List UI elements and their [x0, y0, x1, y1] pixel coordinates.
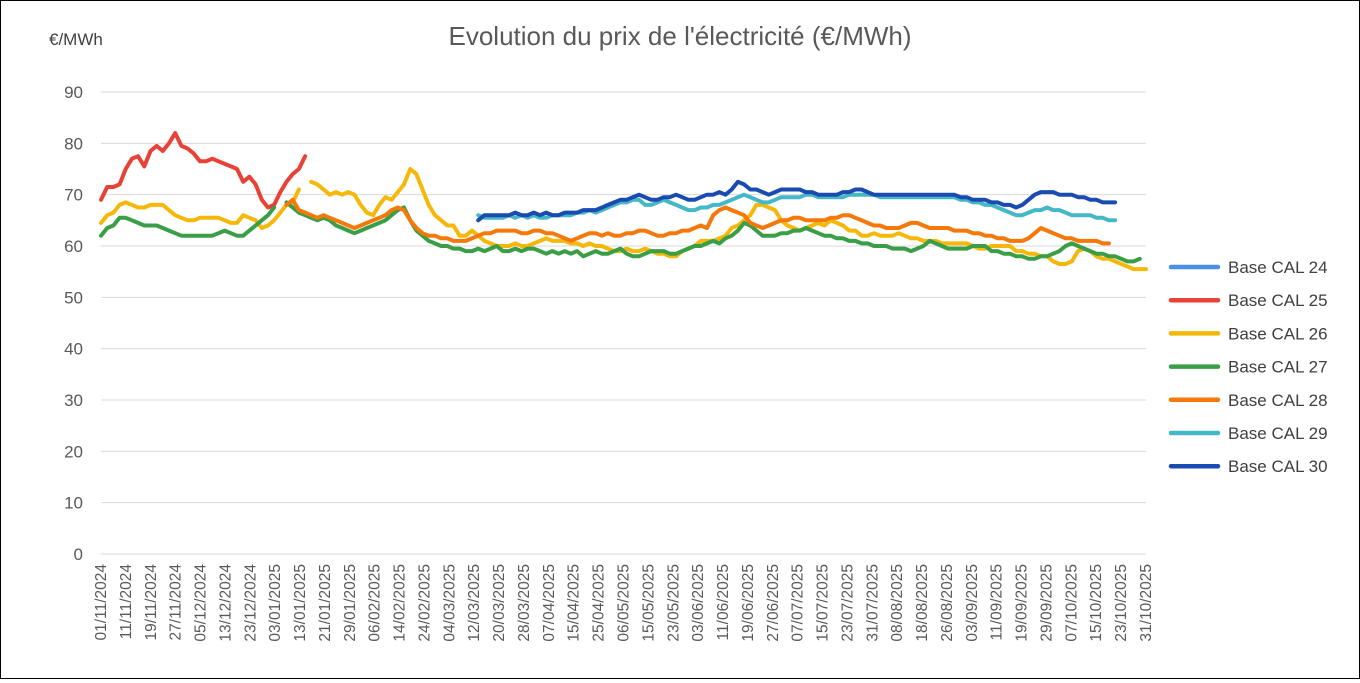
x-tick-label: 03/01/2025 — [267, 564, 284, 642]
x-tick-label: 15/05/2025 — [640, 564, 657, 642]
legend-entry: Base CAL 24 — [1228, 258, 1328, 277]
x-tick-label: 28/03/2025 — [516, 564, 533, 642]
x-tick-label: 12/03/2025 — [466, 564, 483, 642]
x-tick-label: 29/09/2025 — [1038, 564, 1055, 642]
gridlines — [101, 91, 1146, 555]
x-tick-label: 04/03/2025 — [441, 564, 458, 642]
chart-title: Evolution du prix de l'électricité (€/MW… — [448, 21, 911, 51]
x-tick-label: 27/11/2024 — [168, 564, 185, 641]
x-tick-label: 21/01/2025 — [317, 564, 334, 642]
x-tick-label: 13/12/2024 — [217, 564, 234, 642]
series-line-base-cal-30 — [476, 179, 1118, 223]
y-tick-label: 60 — [64, 237, 83, 256]
series-line-base-cal-27 — [99, 200, 1142, 264]
x-tick-label: 05/12/2024 — [193, 564, 210, 642]
x-tick-label: 13/01/2025 — [292, 564, 309, 642]
x-tick-label: 07/04/2025 — [541, 564, 558, 642]
x-tick-label: 25/04/2025 — [591, 564, 608, 642]
y-tick-label: 0 — [74, 545, 83, 564]
x-tick-label: 15/04/2025 — [566, 564, 583, 642]
x-tick-label: 15/07/2025 — [815, 564, 832, 642]
legend-entry: Base CAL 27 — [1228, 358, 1328, 377]
series-line-base-cal-25 — [99, 131, 308, 210]
x-tick-label: 08/08/2025 — [889, 564, 906, 642]
x-tick-label: 19/09/2025 — [1014, 564, 1031, 642]
y-axis-ticks: 0 10 20 30 40 50 60 70 80 90 — [64, 83, 83, 564]
series-line-base-cal-28 — [284, 197, 1111, 246]
x-tick-label: 06/05/2025 — [616, 564, 633, 642]
x-tick-label: 14/02/2025 — [392, 564, 409, 642]
x-tick-label: 24/02/2025 — [416, 564, 433, 642]
x-tick-label: 11/11/2024 — [118, 564, 135, 640]
x-tick-label: 23/05/2025 — [665, 564, 682, 642]
y-tick-label: 50 — [64, 288, 83, 307]
x-tick-label: 23/07/2025 — [839, 564, 856, 642]
x-tick-label: 31/10/2025 — [1138, 564, 1155, 642]
x-tick-label: 19/06/2025 — [740, 564, 757, 642]
x-tick-label: 29/01/2025 — [342, 564, 359, 642]
x-tick-label: 01/11/2024 — [93, 564, 110, 641]
x-tick-label: 11/06/2025 — [715, 564, 732, 640]
x-tick-label: 18/08/2025 — [914, 564, 931, 642]
x-tick-label: 19/11/2024 — [143, 564, 160, 641]
x-tick-label: 15/10/2025 — [1088, 564, 1105, 642]
legend-entry: Base CAL 29 — [1228, 424, 1328, 443]
x-tick-label: 26/08/2025 — [939, 564, 956, 642]
x-tick-label: 27/06/2025 — [765, 564, 782, 642]
x-tick-label: 07/10/2025 — [1063, 564, 1080, 642]
y-tick-label: 10 — [64, 494, 83, 513]
series-line-base-cal-29 — [476, 192, 1118, 223]
x-tick-label: 23/10/2025 — [1113, 564, 1130, 642]
x-axis-ticks: 01/11/2024 11/11/2024 19/11/2024 27/11/2024… — [93, 564, 1155, 642]
y-tick-label: 20 — [64, 442, 83, 461]
x-tick-label: 03/06/2025 — [690, 564, 707, 642]
x-tick-label: 07/07/2025 — [790, 564, 807, 642]
y-axis-unit-label: €/MWh — [49, 30, 103, 49]
y-tick-label: 40 — [64, 340, 83, 359]
y-tick-label: 30 — [64, 391, 83, 410]
x-tick-label: 03/09/2025 — [964, 564, 981, 642]
legend-entry: Base CAL 26 — [1228, 324, 1328, 343]
legend-entry: Base CAL 28 — [1228, 391, 1328, 410]
x-tick-label: 11/09/2025 — [989, 564, 1006, 640]
x-tick-label: 23/12/2024 — [242, 564, 259, 642]
y-tick-label: 90 — [64, 83, 83, 102]
legend-entry: Base CAL 25 — [1228, 291, 1328, 310]
x-tick-label: 06/02/2025 — [367, 564, 384, 642]
y-tick-label: 80 — [64, 134, 83, 153]
x-tick-label: 20/03/2025 — [491, 564, 508, 642]
series-lines — [99, 131, 1148, 272]
x-tick-label: 31/07/2025 — [864, 564, 881, 642]
legend: Base CAL 24 Base CAL 25 Base CAL 26 Base CA… — [1168, 258, 1328, 476]
y-tick-label: 70 — [64, 186, 83, 205]
legend-entry: Base CAL 30 — [1228, 457, 1328, 476]
series-line-base-cal-26 — [99, 167, 1148, 272]
